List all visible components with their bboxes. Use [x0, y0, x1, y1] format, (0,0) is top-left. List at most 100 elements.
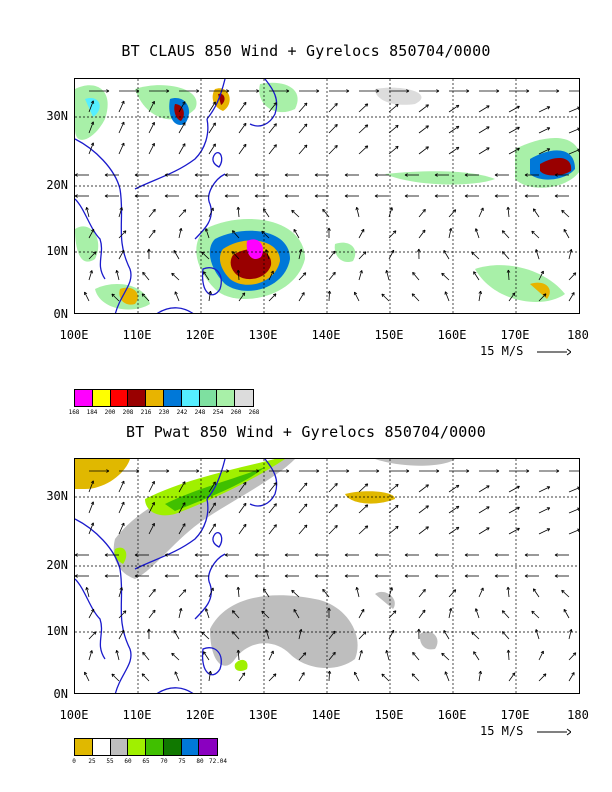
wind-vector-head — [332, 630, 336, 635]
wind-vector-head — [486, 147, 490, 151]
wind-vector-head — [121, 480, 125, 485]
wind-vector-head — [486, 506, 490, 510]
wind-vector — [418, 526, 429, 535]
wind-vector — [208, 101, 216, 113]
lon-label: 160E — [437, 328, 467, 342]
wind-vector-head — [425, 146, 429, 150]
wind-vector-head — [546, 148, 551, 152]
wind-vector-head — [411, 293, 416, 297]
wind-vector — [238, 672, 246, 682]
wind-vector — [88, 650, 93, 661]
wind-vector — [118, 207, 123, 218]
lat-label: 20N — [46, 558, 68, 572]
lat-label: 0N — [53, 687, 68, 701]
wind-vector-head — [506, 206, 511, 210]
colorbar-label: 55 — [106, 758, 114, 765]
wind-vector — [507, 649, 510, 661]
wind-vector — [568, 149, 579, 155]
wind-vector-head — [376, 469, 380, 473]
wind-vector-head — [546, 106, 551, 110]
wind-vector-head — [204, 608, 209, 612]
wind-vector — [88, 522, 94, 535]
wind-vector — [118, 121, 125, 134]
wind-vector — [478, 527, 490, 535]
wind-vector-head — [441, 272, 445, 277]
wind-vector-head — [182, 101, 186, 105]
wind-vector — [386, 650, 390, 661]
wind-vector — [448, 505, 460, 514]
wind-vector — [118, 230, 127, 239]
wind-vector — [568, 529, 579, 535]
wind-vector-head — [322, 208, 326, 213]
wind-vector-head — [182, 523, 186, 527]
wind-vector-head — [577, 106, 579, 110]
wind-vector-head — [89, 270, 93, 274]
wind-vector — [208, 291, 211, 302]
wind-vector — [328, 272, 336, 281]
wind-vector — [508, 672, 516, 682]
wind-vector-head — [75, 574, 78, 578]
wind-vector — [298, 503, 308, 514]
wind-vector — [358, 229, 365, 239]
wind-vector-head — [141, 673, 146, 677]
wind-vector-head — [264, 249, 269, 253]
wind-vector-head — [291, 589, 295, 594]
wind-vector — [263, 208, 270, 218]
wind-vector-head — [303, 503, 308, 507]
colorbar-label: 80 — [196, 758, 204, 765]
wind-vector — [502, 251, 510, 260]
wind-vector-head — [455, 146, 460, 151]
wind-vector — [328, 525, 338, 535]
wind-vector — [298, 144, 308, 155]
wind-vector-head — [327, 607, 331, 611]
scale-legend: 15 M/S — [480, 344, 571, 358]
wind-vector-head — [577, 507, 579, 511]
wind-vector — [533, 588, 540, 598]
lat-label: 0N — [53, 307, 68, 321]
wind-vector-head — [171, 272, 175, 277]
wind-vector-head — [436, 469, 440, 473]
wind-vector-head — [542, 673, 547, 677]
wind-vector-head — [256, 469, 260, 473]
lon-label: 110E — [122, 328, 152, 342]
wind-vector-head — [406, 89, 410, 93]
wind-vector-head — [501, 610, 506, 614]
wind-vector — [268, 270, 274, 281]
wind-vector-head — [303, 102, 308, 106]
wind-vector-head — [273, 123, 277, 127]
wind-vector — [478, 506, 490, 514]
wind-vector — [448, 209, 457, 218]
wind-vector — [508, 147, 520, 155]
wind-vector-head — [273, 102, 277, 106]
lon-label: 140E — [311, 328, 341, 342]
wind-vector — [388, 230, 397, 239]
colorbar-label: 72.04 — [208, 758, 228, 765]
wind-vector-head — [474, 228, 479, 232]
wind-vector-head — [516, 105, 520, 109]
wind-vector — [533, 208, 540, 218]
wind-vector — [268, 524, 277, 535]
wind-vector — [148, 523, 155, 535]
wind-vector-head — [334, 103, 338, 107]
wind-vector-head — [264, 629, 269, 633]
wind-vector-head — [194, 553, 198, 557]
wind-vector-head — [455, 484, 460, 489]
wind-vector-head — [464, 194, 468, 198]
wind-vector-head — [119, 207, 123, 211]
wind-vector — [148, 481, 155, 493]
wind-vector-head — [455, 125, 460, 130]
wind-vector — [358, 483, 369, 493]
wind-vector-head — [90, 142, 95, 146]
wind-vector — [328, 504, 338, 514]
wind-vector — [448, 526, 460, 535]
wind-vector-head — [516, 147, 520, 151]
wind-vector-head — [436, 89, 440, 93]
wind-vector — [148, 101, 155, 113]
wind-vector-head — [152, 208, 156, 213]
wind-vector — [328, 630, 336, 640]
wind-vector — [208, 122, 216, 134]
wind-vector-head — [434, 553, 438, 557]
wind-vector-head — [381, 673, 385, 678]
wind-vector-head — [496, 469, 500, 473]
wind-vector-head — [90, 480, 95, 484]
